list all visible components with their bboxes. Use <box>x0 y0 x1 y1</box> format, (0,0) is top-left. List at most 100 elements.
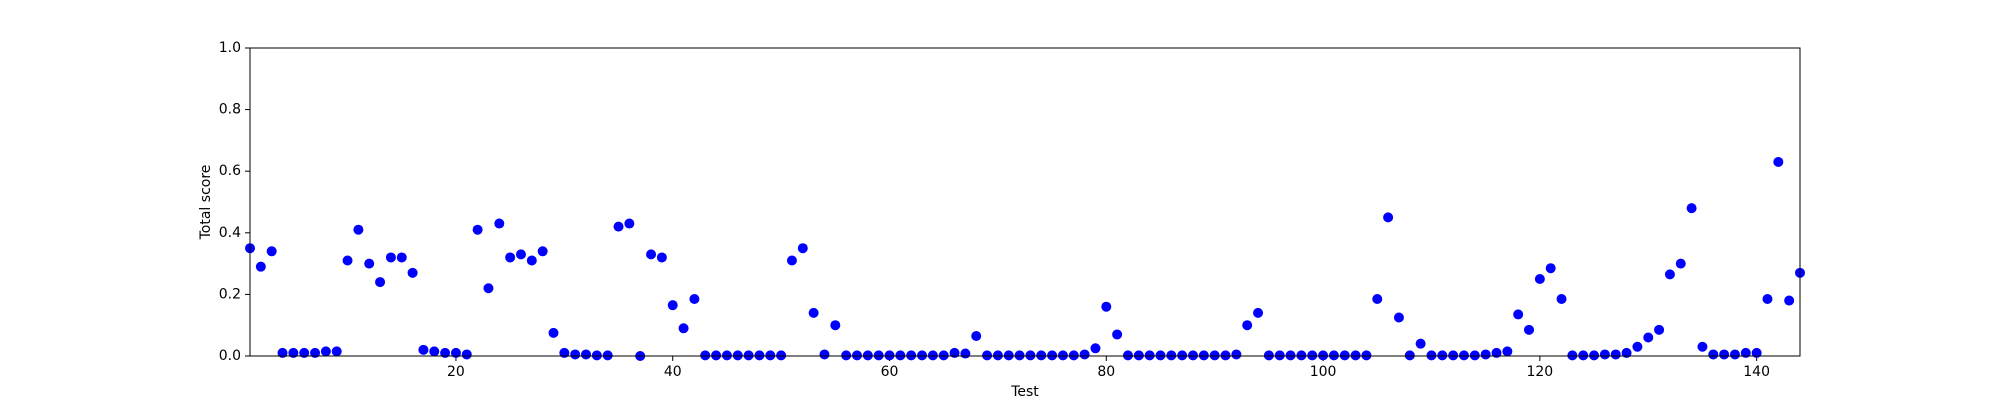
x-tick-label: 120 <box>1526 364 1553 380</box>
point <box>342 255 353 266</box>
point <box>754 350 765 361</box>
point <box>1632 341 1643 352</box>
point <box>1437 350 1448 361</box>
point <box>1751 347 1762 358</box>
point <box>1448 350 1459 361</box>
point <box>407 267 418 278</box>
point <box>1534 274 1545 284</box>
point <box>1036 350 1047 361</box>
point <box>1318 350 1329 361</box>
point <box>721 350 732 361</box>
point <box>1784 295 1795 306</box>
point <box>613 221 624 232</box>
point <box>331 346 342 357</box>
point <box>1415 338 1426 349</box>
point <box>1556 294 1567 305</box>
point <box>1654 324 1665 335</box>
point <box>862 350 873 361</box>
point <box>364 258 375 269</box>
point <box>927 350 938 361</box>
point <box>1545 263 1556 274</box>
point <box>591 350 602 361</box>
point <box>1068 350 1079 361</box>
point <box>960 348 971 359</box>
x-tick-label: 60 <box>881 364 899 380</box>
point <box>1664 269 1675 280</box>
point <box>1112 329 1123 340</box>
point <box>917 350 928 361</box>
point <box>1198 350 1209 361</box>
point <box>743 350 754 361</box>
point <box>505 252 516 263</box>
point <box>1220 350 1231 361</box>
point <box>646 249 657 260</box>
point <box>830 320 841 331</box>
point <box>1307 350 1318 361</box>
point <box>1686 203 1697 214</box>
y-tick-label: 0.4 <box>219 225 241 241</box>
x-tick-label: 100 <box>1310 364 1337 380</box>
point <box>873 350 884 361</box>
point <box>1209 350 1220 361</box>
point <box>1675 258 1686 269</box>
point <box>1188 350 1199 361</box>
point <box>1166 350 1177 361</box>
point <box>1253 307 1264 318</box>
x-tick-label: 20 <box>447 364 465 380</box>
point <box>1404 350 1415 361</box>
point <box>732 350 743 361</box>
point <box>581 349 592 360</box>
x-axis-label: Test <box>1010 384 1039 400</box>
point <box>1458 350 1469 361</box>
point <box>1339 350 1350 361</box>
point <box>1155 350 1166 361</box>
point <box>1285 350 1296 361</box>
point <box>1773 156 1784 167</box>
point <box>1589 350 1600 361</box>
point <box>808 307 819 318</box>
point <box>1144 350 1155 361</box>
point <box>1231 349 1242 360</box>
point <box>1524 324 1535 335</box>
x-tick-label: 80 <box>1097 364 1115 380</box>
point <box>570 349 581 360</box>
point <box>1480 349 1491 360</box>
point <box>1719 349 1730 360</box>
point <box>1057 350 1068 361</box>
point <box>1513 309 1524 320</box>
point <box>1014 350 1025 361</box>
point <box>711 350 722 361</box>
point <box>1296 350 1307 361</box>
point <box>1643 332 1654 343</box>
point <box>537 246 548 257</box>
plot-frame <box>249 47 1801 357</box>
x-tick-label: 140 <box>1743 364 1770 380</box>
point <box>678 323 689 334</box>
point <box>992 350 1003 361</box>
point <box>429 346 440 357</box>
y-axis-label: Total score <box>198 165 214 241</box>
point <box>461 349 472 360</box>
point <box>494 218 505 229</box>
point <box>624 218 635 229</box>
point <box>255 261 266 272</box>
point <box>1729 349 1740 360</box>
point <box>602 350 613 361</box>
point <box>1372 294 1383 305</box>
point <box>1274 350 1285 361</box>
point <box>667 300 678 311</box>
point <box>1242 320 1253 331</box>
y-tick-label: 0.2 <box>219 286 241 302</box>
point <box>1426 350 1437 361</box>
point <box>841 350 852 361</box>
point <box>1578 350 1589 361</box>
point <box>1599 349 1610 360</box>
point <box>1350 350 1361 361</box>
point <box>1740 347 1751 358</box>
point <box>700 350 711 361</box>
point <box>786 255 797 266</box>
point <box>385 252 396 263</box>
point <box>559 347 570 358</box>
point <box>375 277 386 288</box>
point <box>1003 350 1014 361</box>
